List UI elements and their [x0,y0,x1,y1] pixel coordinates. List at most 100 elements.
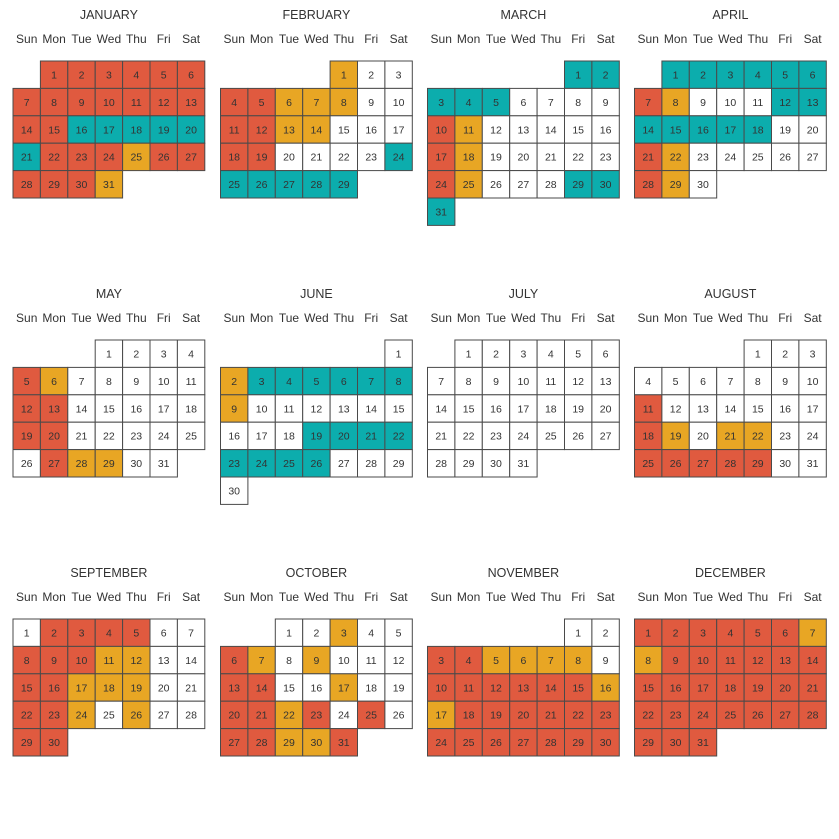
weekday-label: Mon [664,32,687,46]
day-number: 5 [259,97,265,109]
day-number: 20 [518,710,530,722]
day-number: 27 [185,152,197,164]
day-number: 13 [338,403,350,415]
weekday-label: Sat [804,590,823,604]
day-cell [536,115,565,144]
day-cell [454,700,483,730]
day-number: 10 [338,655,350,667]
day-cell [149,449,178,478]
day-number: 27 [697,458,709,470]
day-number: 1 [466,349,472,361]
day-number: 7 [24,97,30,109]
day-number: 7 [810,628,816,640]
day-number: 6 [782,628,788,640]
day-number: 29 [670,179,682,191]
day-cell [591,728,620,757]
day-cell [39,366,69,396]
day-cell [798,700,827,730]
day-cell [591,421,620,451]
day-number: 27 [228,737,240,749]
day-number: 1 [575,628,581,640]
day-number: 5 [396,628,402,640]
day-number: 1 [755,349,761,361]
day-cell [149,645,178,675]
weekday-label: Sat [804,311,823,325]
day-number: 12 [130,655,142,667]
day-number: 6 [700,376,706,388]
day-number: 27 [518,737,530,749]
day-cell [274,142,304,172]
day-cell [149,618,178,647]
day-cell [122,645,151,675]
day-number: 28 [256,737,268,749]
day-cell [384,366,413,396]
day-number: 4 [188,349,194,361]
day-cell [661,645,690,675]
day-cell [274,728,304,757]
day-cell [743,60,772,89]
day-number: 24 [725,152,737,164]
day-cell [94,87,124,117]
month-title: DECEMBER [695,566,766,580]
day-cell [716,421,745,451]
weekday-label: Sun [431,32,452,46]
day-number: 26 [572,431,584,443]
day-cell [509,449,538,478]
day-number: 4 [548,349,554,361]
day-cell [798,87,827,117]
day-cell [716,142,745,172]
day-cell [427,673,456,702]
weekday-label: Wed [304,590,328,604]
day-number: 21 [311,152,323,164]
day-number: 11 [463,682,474,694]
day-number: 28 [311,179,323,191]
day-cell [716,115,745,144]
weekday-label: Fri [157,311,171,325]
day-number: 14 [807,655,819,667]
day-cell [771,394,800,423]
weekday-label: Fri [364,311,378,325]
day-cell [536,87,565,117]
day-number: 29 [572,179,584,191]
day-number: 7 [548,655,554,667]
day-number: 4 [106,628,112,640]
month-title: APRIL [712,8,748,22]
day-cell [688,394,718,423]
day-cell [564,366,593,396]
day-number: 14 [725,403,737,415]
weekday-label: Sun [431,590,452,604]
day-number: 17 [435,710,447,722]
day-number: 8 [673,97,679,109]
day-number: 2 [673,628,679,640]
day-cell [454,142,483,172]
day-number: 9 [368,97,374,109]
day-number: 16 [697,124,709,136]
day-cell [220,115,249,144]
day-cell [427,366,456,396]
day-number: 23 [670,710,682,722]
day-number: 8 [341,97,347,109]
day-number: 14 [185,655,197,667]
day-number: 3 [438,655,444,667]
month-title: NOVEMBER [488,566,560,580]
day-number: 25 [725,710,737,722]
day-number: 15 [21,682,33,694]
day-number: 27 [338,458,350,470]
day-number: 8 [466,376,472,388]
day-cell [302,115,331,144]
day-cell [94,449,124,478]
day-number: 15 [463,403,475,415]
day-cell [634,700,663,730]
weekday-label: Mon [457,32,480,46]
day-cell [67,449,96,478]
day-cell [67,366,96,396]
day-cell [176,700,206,730]
day-cell [384,115,413,144]
day-number: 29 [283,737,295,749]
day-cell [12,142,41,172]
day-cell [176,115,206,144]
day-cell [771,87,800,117]
day-cell [716,394,745,423]
